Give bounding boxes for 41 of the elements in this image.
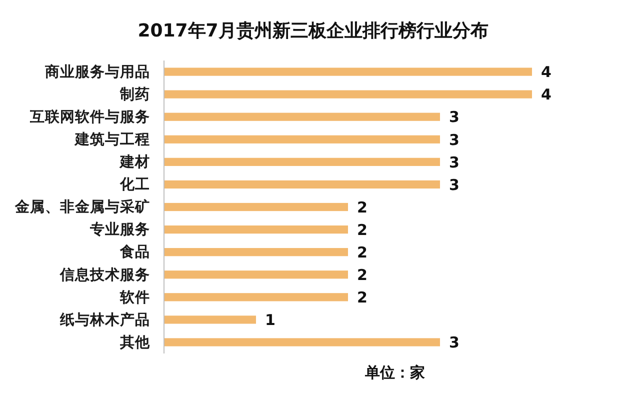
y-tick-label: 其他 (119, 334, 151, 351)
y-tick-label: 互联网软件与服务 (29, 108, 150, 126)
data-label: 3 (449, 176, 460, 194)
data-label: 2 (357, 198, 368, 216)
data-label: 1 (265, 311, 276, 330)
bar (164, 135, 440, 144)
bar (164, 316, 256, 324)
bar (164, 112, 440, 121)
y-tick-label: 制药 (119, 86, 150, 103)
bar (164, 180, 440, 189)
bar (164, 202, 348, 212)
y-tick-label: 建材 (119, 154, 150, 171)
y-tick-label: 建筑与工程 (74, 131, 150, 148)
y-tick-label: 信息技术服务 (59, 266, 150, 284)
y-tick-label: 纸与林木产品 (59, 311, 150, 328)
data-label: 2 (357, 266, 368, 284)
bar (164, 90, 532, 98)
data-label: 2 (357, 243, 368, 262)
bar (164, 293, 348, 302)
bar (164, 225, 348, 234)
data-label: 2 (357, 288, 368, 307)
bar (164, 270, 348, 279)
y-tick-label: 商业服务与用品 (44, 62, 150, 80)
bar (164, 248, 348, 256)
y-tick-label: 金属、非金属与采矿 (14, 198, 150, 216)
data-label: 2 (357, 220, 368, 239)
y-tick-label: 食品 (119, 244, 150, 261)
y-tick-label: 化工 (119, 176, 150, 194)
bar (164, 338, 440, 346)
data-label: 3 (449, 334, 460, 352)
y-tick-label: 软件 (119, 288, 150, 306)
text: 单位：家 (364, 363, 425, 382)
data-label: 3 (449, 108, 460, 126)
chart-title: 2017年7月贵州新三板企业排行榜行业分布 (138, 20, 488, 42)
data-label: 3 (449, 153, 460, 172)
data-label: 4 (541, 86, 552, 104)
bar (164, 68, 532, 76)
y-tick-label: 专业服务 (89, 221, 150, 238)
data-label: 4 (541, 63, 552, 82)
data-label: 3 (449, 130, 460, 149)
bar (164, 158, 440, 166)
